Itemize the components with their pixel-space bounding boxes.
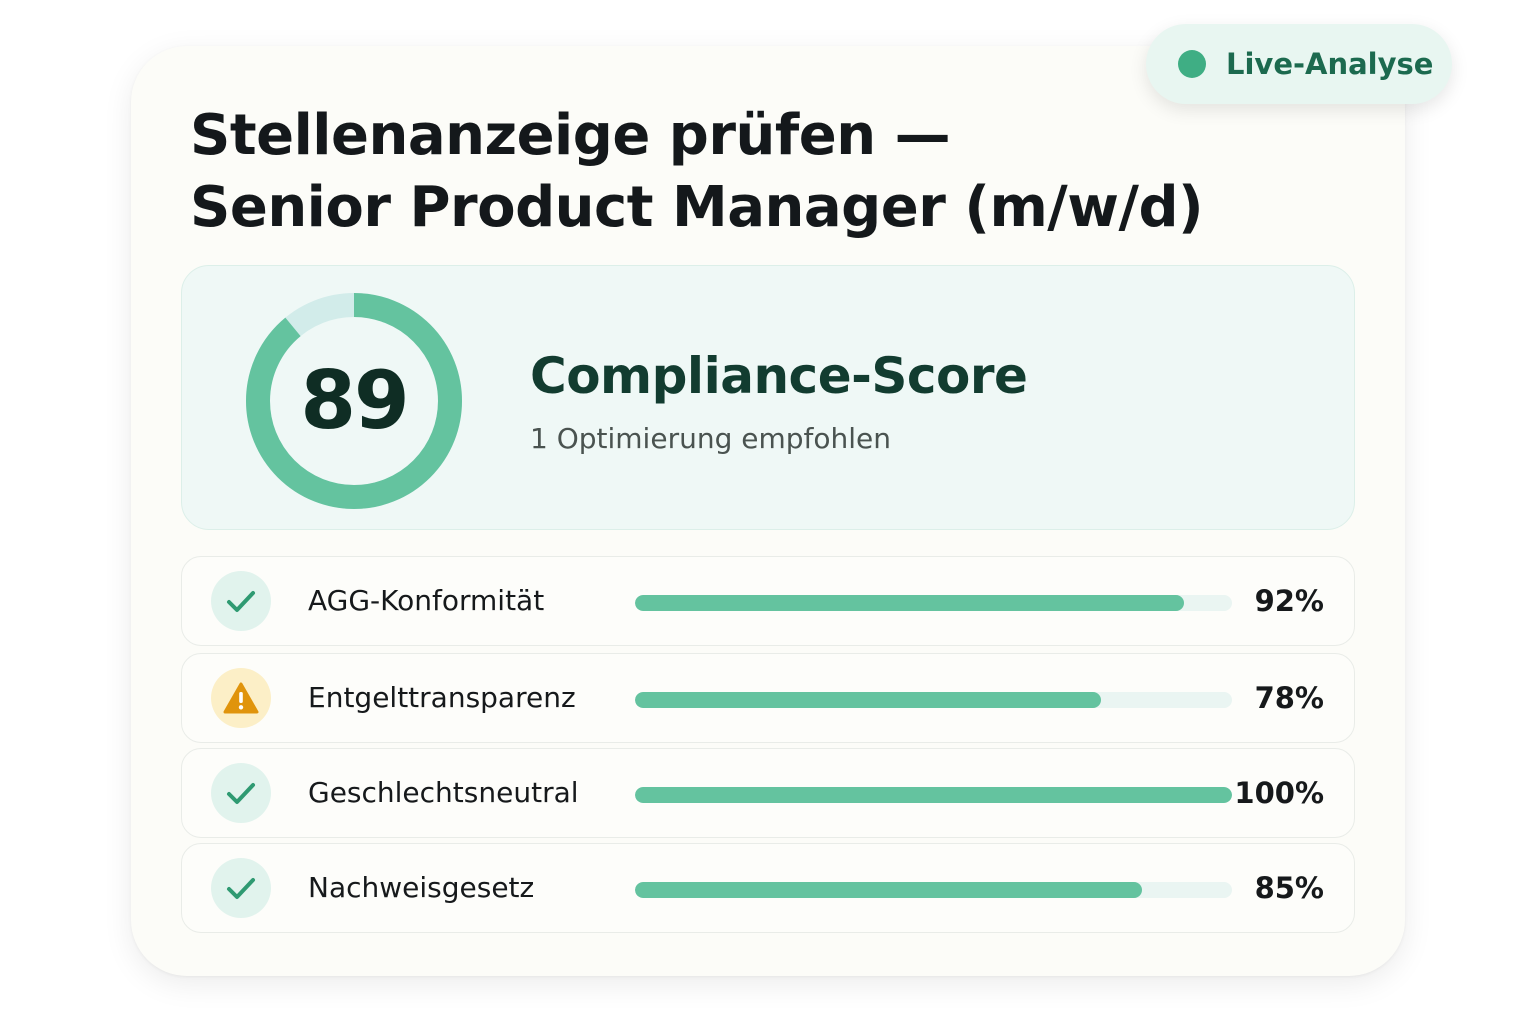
criterion-progress-track (635, 692, 1232, 708)
criterion-progress-fill (635, 787, 1232, 803)
compliance-score-title: Compliance-Score (530, 347, 1028, 405)
criterion-percent: 100% (1234, 776, 1324, 810)
live-analysis-badge[interactable]: Live-Analyse (1146, 24, 1452, 104)
criterion-progress-fill (635, 882, 1143, 898)
page-title: Stellenanzeige prüfen — Senior Product M… (190, 100, 1290, 244)
criterion-label: Nachweisgesetz (308, 871, 535, 904)
compliance-score-gauge (246, 293, 462, 509)
criterion-label: Geschlechtsneutral (308, 776, 579, 809)
criterion-percent: 92% (1254, 584, 1324, 618)
live-status-dot (1178, 50, 1206, 78)
criterion-row-entgelttransparenz[interactable]: Entgelttransparenz 78% (181, 653, 1355, 743)
check-icon (211, 571, 271, 631)
criterion-percent: 85% (1254, 871, 1324, 905)
page-title-line-1: Stellenanzeige prüfen — (190, 103, 951, 168)
warning-icon (211, 668, 271, 728)
gauge-progress-arc (246, 293, 462, 509)
page-title-line-2: Senior Product Manager (m/w/d) (190, 175, 1204, 240)
criterion-progress-fill (635, 692, 1101, 708)
check-icon (211, 763, 271, 823)
criterion-row-nachweisgesetz[interactable]: Nachweisgesetz 85% (181, 843, 1355, 933)
criterion-row-agg[interactable]: AGG-Konformität 92% (181, 556, 1355, 646)
live-analysis-label: Live-Analyse (1226, 47, 1434, 81)
criterion-label: AGG-Konformität (308, 584, 545, 617)
criterion-row-geschlechtsneutral[interactable]: Geschlechtsneutral 100% (181, 748, 1355, 838)
criterion-label: Entgelttransparenz (308, 681, 576, 714)
criterion-percent: 78% (1254, 681, 1324, 715)
criterion-progress-track (635, 882, 1232, 898)
criterion-progress-track (635, 595, 1232, 611)
compliance-score-subtitle: 1 Optimierung empfohlen (530, 422, 892, 455)
criterion-progress-track (635, 787, 1232, 803)
check-icon (211, 858, 271, 918)
criterion-progress-fill (635, 595, 1185, 611)
compliance-score-value: 89 (300, 354, 409, 447)
